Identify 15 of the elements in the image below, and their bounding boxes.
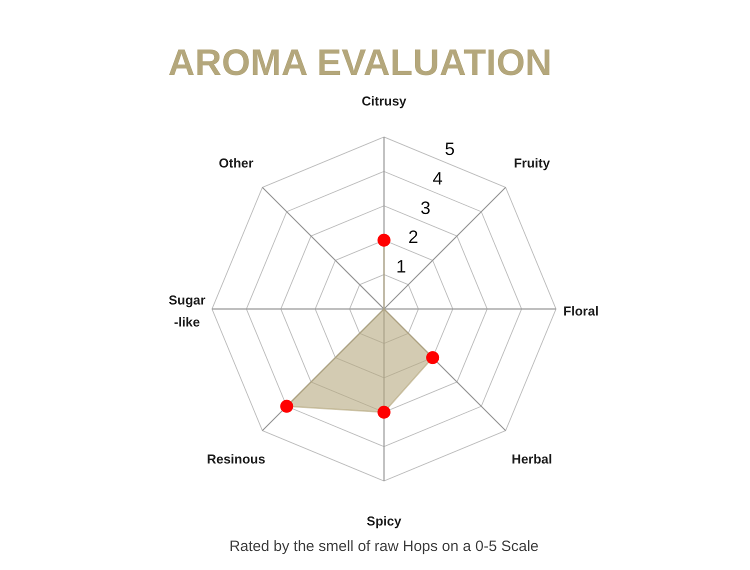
y-tick-label: 4 — [432, 168, 443, 189]
y-tick-label: 3 — [420, 198, 430, 218]
y-tick-label: 1 — [396, 256, 406, 277]
y-tick-label: 2 — [408, 227, 418, 248]
spoke-label: Sugar -like — [168, 292, 206, 330]
spoke-label: Fruity — [514, 156, 551, 171]
chart-title: AROMA EVALUATION — [167, 42, 553, 84]
spoke-label: Other — [218, 156, 254, 171]
spoke-label: Citrusy — [362, 94, 408, 109]
spoke-label: Spicy — [366, 514, 402, 529]
spoke-label: Floral — [563, 304, 599, 319]
text: Rated by the smell of raw Hops on a 0-5 Scale — [228, 537, 540, 557]
y-tick-label: 5 — [444, 139, 455, 160]
spoke-label: Resinous — [206, 451, 266, 466]
spoke-label: Herbal — [512, 451, 552, 466]
